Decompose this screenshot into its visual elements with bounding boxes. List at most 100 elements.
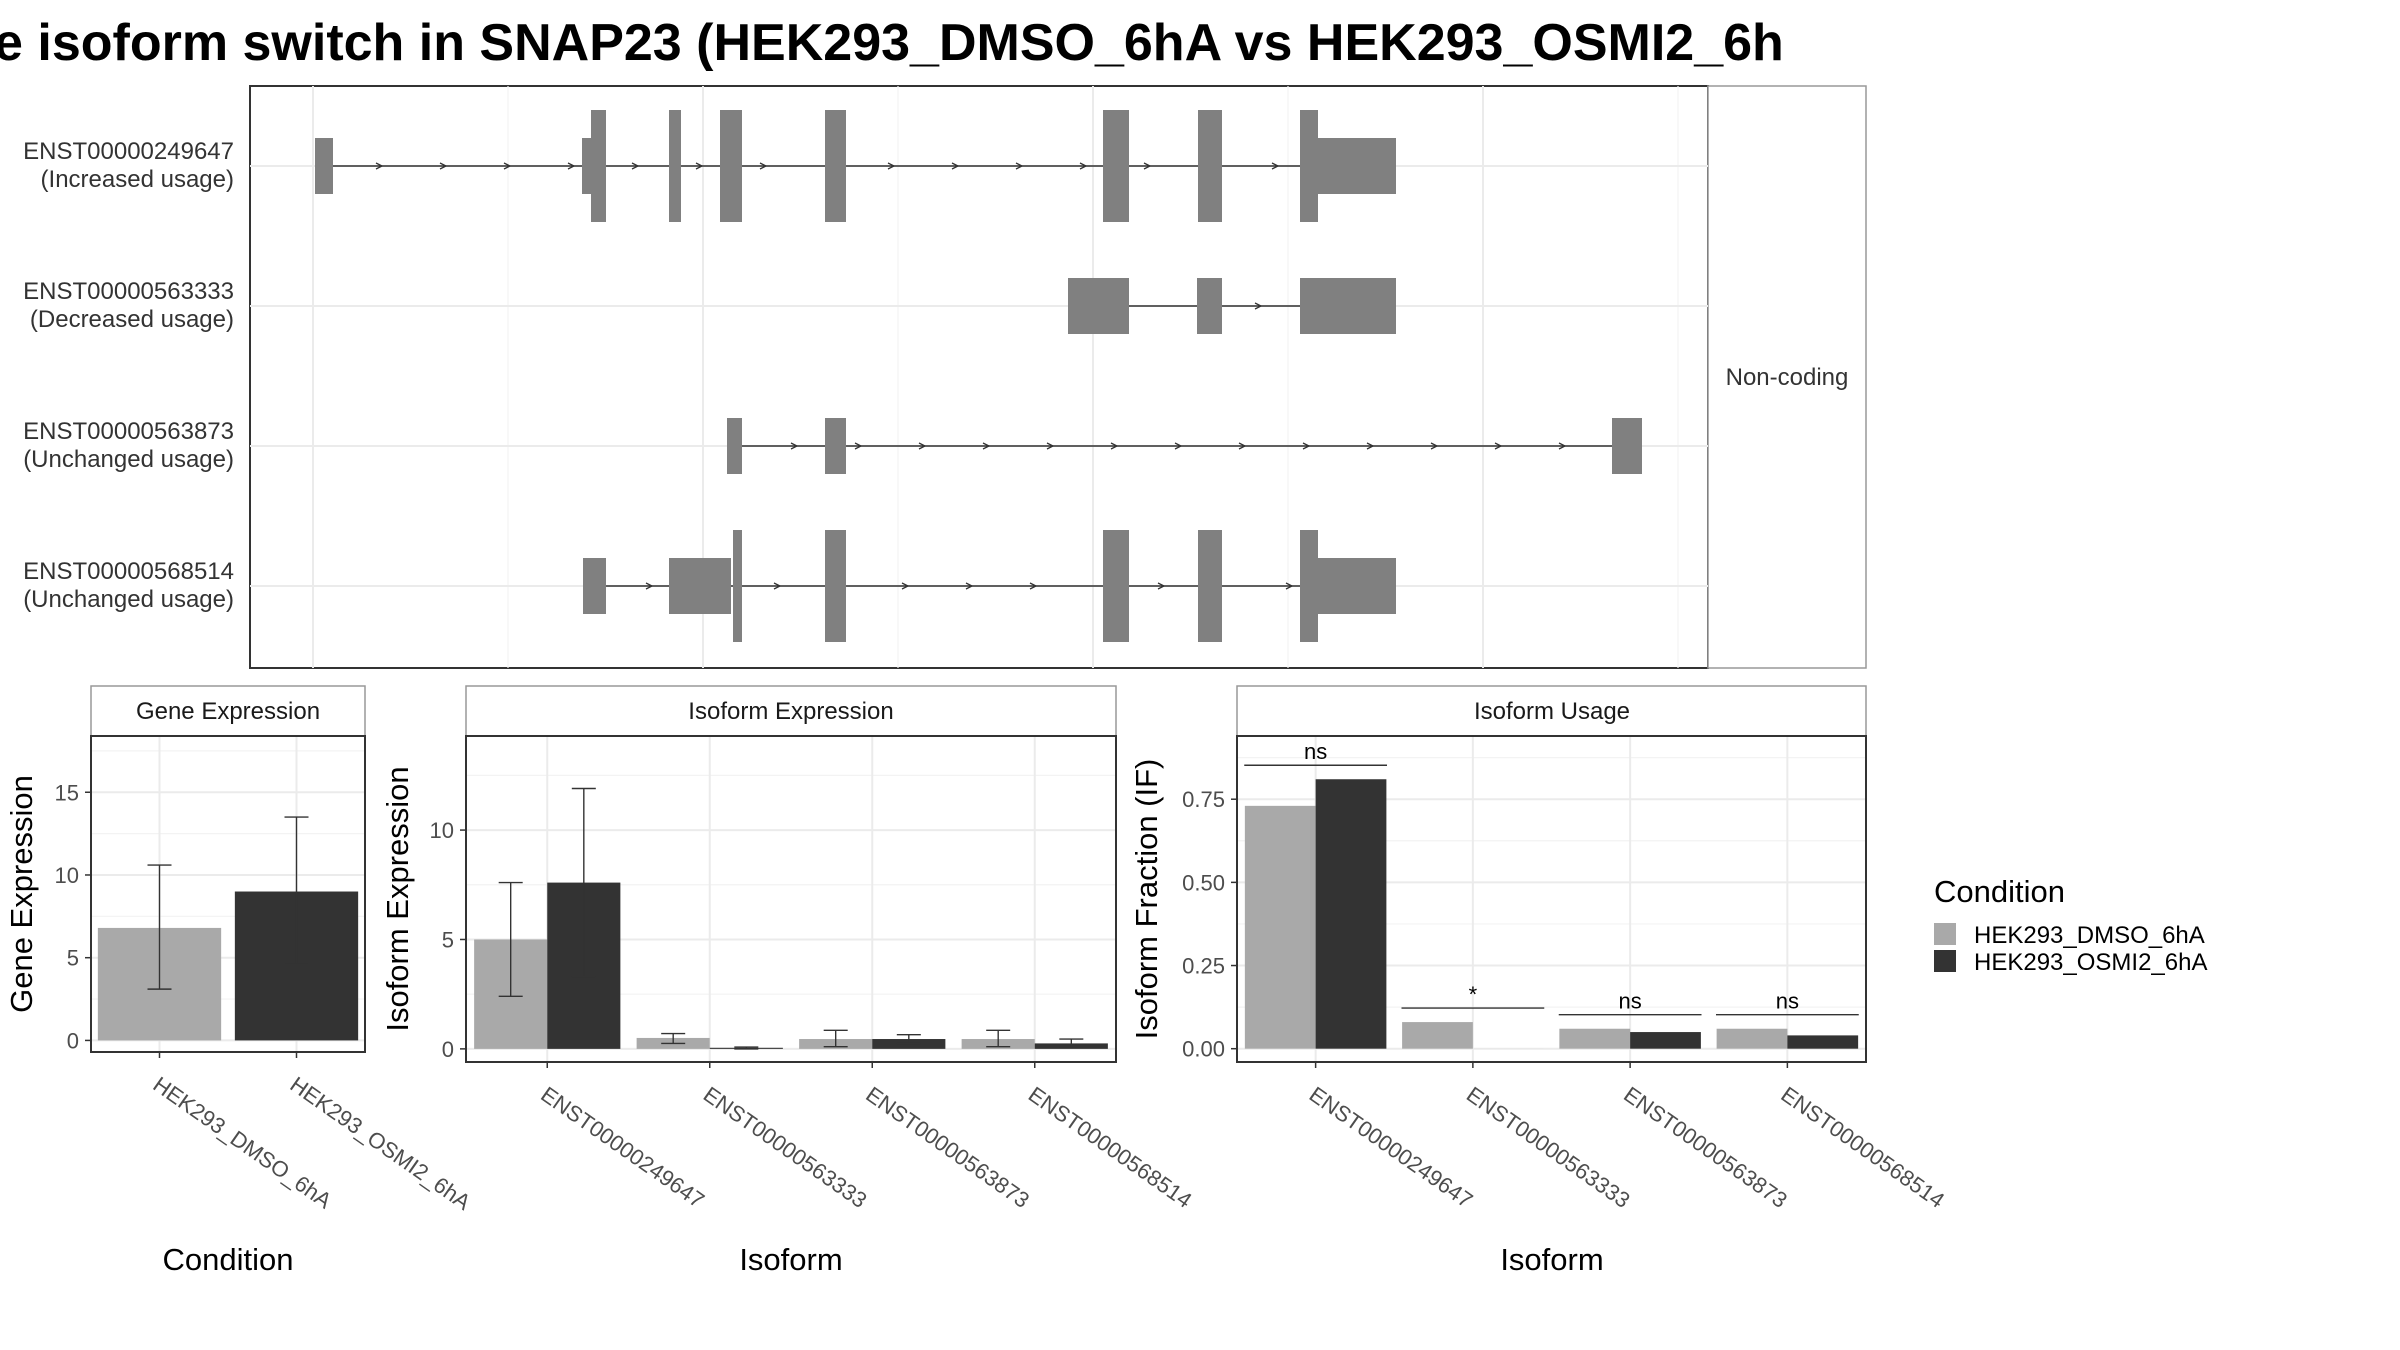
exon — [825, 418, 846, 474]
intron-arrow — [854, 442, 863, 450]
exon — [1198, 530, 1222, 642]
intron-arrow — [1494, 442, 1503, 450]
exon — [669, 558, 731, 614]
isoform-usage-strip-label: Isoform Usage — [1474, 698, 1630, 725]
exon — [591, 110, 606, 222]
intron-arrow — [695, 162, 704, 170]
intron-arrow — [1174, 442, 1183, 450]
legend-swatch-osmi2 — [1934, 950, 1956, 972]
gene-expression-bars — [97, 816, 359, 1041]
intron-arrow — [887, 162, 896, 170]
significance-label: ns — [1304, 739, 1327, 764]
intron-arrow — [567, 162, 576, 170]
bar — [1787, 1035, 1859, 1049]
y-tick-label: 10 — [55, 863, 79, 888]
transcript-model — [1068, 278, 1396, 334]
exon — [1612, 418, 1642, 474]
y-tick-label: 5 — [67, 946, 79, 971]
exon — [1103, 530, 1129, 642]
x-tick-label: ENST00000563873 — [1619, 1082, 1792, 1213]
isoform-expression-panel: Isoform Expression 0510ENST00000249647EN… — [380, 685, 1197, 1277]
transcript-usage-label: (Unchanged usage) — [23, 446, 234, 473]
significance-label: * — [1469, 982, 1478, 1007]
legend: Condition HEK293_DMSO_6hA HEK293_OSMI2_6… — [1934, 874, 2207, 976]
exon — [1300, 530, 1318, 642]
isoform-expression-strip-label: Isoform Expression — [688, 698, 893, 725]
isoform-usage-y-title: Isoform Fraction (IF) — [1129, 759, 1164, 1040]
structure-strip-label: Non-coding — [1726, 364, 1849, 391]
transcript-usage-label: (Decreased usage) — [30, 306, 234, 333]
y-tick-label: 0.75 — [1182, 787, 1225, 812]
isoform-expression-panel-border — [465, 735, 1117, 1063]
intron-arrow — [1110, 442, 1119, 450]
intron-arrow — [1079, 162, 1088, 170]
bar — [1244, 805, 1316, 1049]
isoform-usage-panel-border — [1236, 735, 1867, 1063]
intron-arrow — [1366, 442, 1375, 450]
significance-label: ns — [1776, 989, 1799, 1014]
transcript-model — [583, 530, 1396, 642]
intron-arrow — [1271, 162, 1280, 170]
x-tick-label: ENST00000563873 — [861, 1082, 1034, 1213]
x-tick-label: ENST00000249647 — [536, 1082, 709, 1213]
intron-arrow — [759, 162, 768, 170]
transcript-id-label: ENST00000568514 — [23, 558, 234, 585]
transcript-labels: ENST00000249647(Increased usage) ENST0000… — [23, 138, 234, 613]
exon — [582, 138, 593, 194]
x-tick-label: ENST00000568514 — [1024, 1082, 1197, 1213]
gene-expression-strip — [90, 685, 366, 737]
isoform-expression-bars — [474, 787, 1108, 1050]
exon — [1068, 278, 1129, 334]
isoform-usage-panel: Isoform Usage ns * ns ns 0.00 0.25 0.50 0.75 EN… — [1129, 685, 1950, 1277]
bar — [1716, 1028, 1788, 1049]
legend-title: Condition — [1934, 874, 2065, 909]
intron-arrow — [1238, 442, 1247, 450]
intron-arrow — [1558, 442, 1567, 450]
x-tick-label: ENST00000249647 — [1305, 1082, 1478, 1213]
exon — [733, 530, 742, 642]
x-tick-label: ENST00000563333 — [1462, 1082, 1635, 1213]
intron-arrow — [965, 582, 974, 590]
intron-arrow — [773, 582, 782, 590]
y-tick-label: 0 — [442, 1037, 454, 1062]
isoform-usage-strip — [1236, 685, 1867, 737]
gene-expression-strip-label: Gene Expression — [136, 698, 320, 725]
exon — [315, 138, 333, 194]
intron-arrow — [645, 582, 654, 590]
gene-expression-x-title: Condition — [163, 1242, 294, 1277]
gene-expression-panel-border — [90, 735, 366, 1053]
isoform-usage-x-title: Isoform — [1500, 1242, 1603, 1277]
isoform-usage-bars: ns * ns ns — [1244, 739, 1859, 1049]
exon — [720, 110, 742, 222]
y-tick-label: 5 — [442, 927, 454, 952]
exon — [825, 530, 846, 642]
intron-arrow — [1430, 442, 1439, 450]
x-tick-label: ENST00000568514 — [1777, 1082, 1950, 1213]
exon — [1197, 278, 1222, 334]
exon — [669, 110, 681, 222]
legend-label-osmi2: HEK293_OSMI2_6hA — [1974, 949, 2207, 976]
exon — [1316, 138, 1396, 194]
transcript-usage-label: (Unchanged usage) — [23, 586, 234, 613]
x-tick-label: ENST00000563333 — [699, 1082, 872, 1213]
exon — [1300, 110, 1318, 222]
y-tick-label: 15 — [55, 780, 79, 805]
y-tick-label: 10 — [430, 818, 454, 843]
transcript-id-label: ENST00000563873 — [23, 418, 234, 445]
exon — [1103, 110, 1129, 222]
intron-arrow — [375, 162, 384, 170]
intron-arrow — [1157, 582, 1166, 590]
bar — [1630, 1032, 1701, 1049]
y-tick-label: 0 — [67, 1028, 79, 1053]
intron-arrow — [1029, 582, 1038, 590]
intron-arrow — [1285, 582, 1294, 590]
transcript-models — [315, 110, 1642, 642]
exon — [825, 110, 846, 222]
gene-expression-y-title: Gene Expression — [4, 775, 39, 1013]
exon — [1198, 110, 1222, 222]
isoform-expression-y-title: Isoform Expression — [380, 766, 415, 1031]
exon — [1300, 278, 1396, 334]
transcript-usage-label: (Increased usage) — [41, 166, 234, 193]
intron-arrow — [503, 162, 512, 170]
